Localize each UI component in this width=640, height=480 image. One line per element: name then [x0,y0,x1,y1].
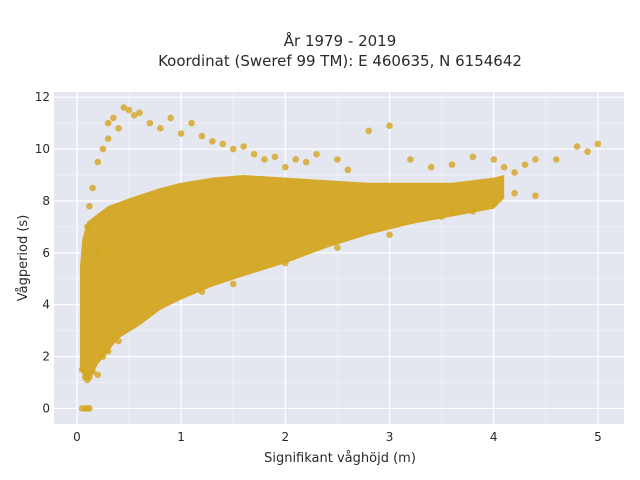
scatter-point [271,153,279,161]
scatter-point [313,150,320,158]
y-axis-ticks: 0 2 4 6 8 10 12 [35,90,50,415]
y-tick-label: 2 [42,350,50,364]
scatter-point [344,166,352,174]
scatter-point [136,109,143,117]
scatter-point [302,158,310,166]
scatter-point [469,208,477,215]
scatter-point [500,163,508,171]
scatter-point [219,140,227,148]
scatter-point [110,114,117,122]
x-tick-label: 5 [594,430,602,444]
scatter-point [125,106,133,114]
scatter-point [209,137,216,145]
scatter-point [511,169,518,176]
scatter-point [84,223,91,231]
scatter-point [198,288,206,296]
scatter-point [99,353,107,360]
y-tick-label: 12 [35,90,50,104]
scatter-point [86,405,93,412]
scatter-point [407,156,414,163]
x-tick-label: 0 [73,430,81,444]
scatter-point [104,348,112,355]
y-tick-label: 4 [42,298,50,312]
scatter-point [115,125,122,132]
scatter-point [94,249,102,257]
scatter-point [427,163,435,171]
scatter-point [229,145,237,153]
scatter-point [115,337,122,345]
scatter-point [386,231,393,238]
y-tick-label: 6 [42,246,50,260]
scatter-point [250,150,258,158]
scatter-point [334,156,341,163]
scatter-point [229,280,237,288]
scatter-point [282,163,289,171]
y-axis-title: Vågperiod (s) [16,215,31,302]
scatter-point [438,213,445,220]
scatter-point [261,156,268,163]
scatter-point [448,208,456,215]
scatter-point [334,244,341,251]
scatter-marks [78,104,602,412]
scatter-point [78,366,86,373]
scatter-point [94,371,102,379]
chart-title-line1: År 1979 - 2019 [284,31,397,50]
scatter-point [240,143,247,150]
scatter-point [146,119,154,127]
scatter-point [130,112,138,119]
scatter-point [490,200,498,207]
scatter-point [292,156,300,163]
scatter-point [282,259,289,267]
scatter-point [552,156,560,163]
scatter-point [490,156,498,163]
scatter-point [86,374,93,381]
scatter-dense-cloud [80,175,505,380]
y-tick-label: 0 [42,401,50,415]
scatter-point [156,125,164,132]
scatter-point [198,132,206,140]
x-tick-label: 1 [177,430,185,444]
y-tick-label: 10 [35,142,50,156]
x-tick-label: 4 [490,430,498,444]
scatter-point [532,192,539,200]
x-axis-ticks: 0 1 2 3 4 5 [73,430,602,444]
scatter-point [99,145,107,153]
scatter-point [89,368,96,376]
scatter-point [188,119,195,127]
x-tick-label: 2 [282,430,290,444]
scatter-point [584,148,591,155]
scatter-point [177,130,185,137]
x-tick-label: 3 [386,430,394,444]
x-axis-title: Signifikant våghöjd (m) [264,451,416,466]
scatter-point [365,127,372,135]
scatter-point [448,161,456,168]
scatter-point [386,122,393,130]
scatter-point [104,119,112,127]
scatter-point [120,104,128,111]
scatter-point [167,114,175,122]
scatter-point [511,189,518,197]
gridlines [54,92,624,424]
scatter-point [532,156,539,163]
y-tick-label: 8 [42,194,50,208]
scatter-point [469,153,477,161]
scatter-point [521,161,529,168]
scatter-point [89,184,96,192]
scatter-point [573,143,581,150]
scatter-point [86,202,93,210]
scatter-point [94,158,102,166]
scatter-point [594,140,602,148]
chart-title-line2: Koordinat (Sweref 99 TM): E 460635, N 61… [158,52,522,70]
scatter-point [104,135,112,142]
